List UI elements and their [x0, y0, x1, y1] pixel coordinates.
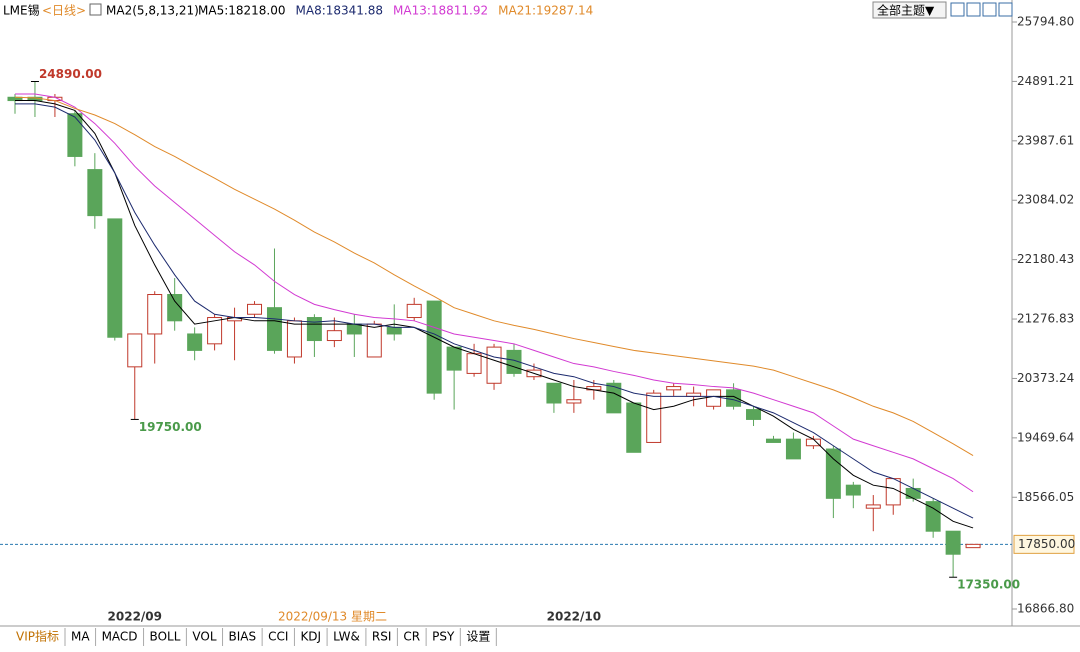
indicator-tab[interactable]: CCI [268, 630, 288, 644]
candle-body [426, 300, 442, 394]
ma-line [14, 96, 974, 457]
y-tick-label: 24891.21 [1017, 74, 1074, 88]
candle-body [406, 303, 422, 319]
y-tick-label: 19469.64 [1017, 430, 1074, 444]
candle-body [247, 303, 263, 315]
indicator-tab[interactable]: VIP指标 [16, 629, 59, 644]
y-tick-label: 21276.83 [1017, 312, 1074, 326]
y-tick-label: 22180.43 [1017, 252, 1074, 266]
indicator-tab[interactable]: BIAS [229, 630, 257, 644]
candle-body [765, 438, 781, 443]
indicator-tab[interactable]: MA [71, 630, 90, 644]
legend-entry: MA5:18218.00 [198, 4, 286, 18]
candle-body [746, 409, 762, 420]
candle-body [606, 382, 622, 414]
ma-icon[interactable] [89, 3, 102, 16]
extreme-label: 19750.00 [139, 420, 202, 434]
extreme-label: 17350.00 [957, 578, 1020, 592]
candle-body [825, 448, 841, 499]
indicator-tab[interactable]: LW& [333, 630, 360, 644]
candle-body [965, 543, 981, 549]
candle-body [147, 294, 163, 335]
candle-body [626, 402, 642, 453]
candle-body [845, 484, 861, 496]
candle-body [785, 438, 801, 460]
candle-body [366, 323, 382, 358]
candle-body [107, 218, 123, 338]
candle-body [726, 389, 742, 407]
indicator-tab[interactable]: PSY [432, 630, 455, 644]
candle-body [466, 353, 482, 374]
last-price-box [1013, 534, 1075, 554]
x-tick-label: 2022/09 [108, 610, 162, 624]
indicator-tab[interactable]: 设置 [466, 630, 490, 644]
indicator-tab[interactable]: RSI [372, 630, 392, 644]
indicator-tab[interactable]: CR [403, 630, 420, 644]
y-tick-label: 23084.02 [1017, 193, 1074, 207]
candle-body [386, 326, 402, 335]
icon[interactable] [982, 2, 997, 17]
icon[interactable] [966, 2, 981, 17]
indicator-tab[interactable]: KDJ [300, 630, 321, 644]
candle-body [446, 346, 462, 371]
legend-entry: MA13:18811.92 [393, 4, 488, 18]
theme-button[interactable] [872, 1, 947, 19]
candle-body [306, 317, 322, 342]
candle-body [905, 487, 921, 499]
period: <日线> [42, 4, 86, 18]
candle-body [885, 478, 901, 506]
candle-body [326, 330, 342, 342]
legend-entry: MA21:19287.14 [498, 4, 593, 18]
x-tick-label: 2022/10 [547, 610, 601, 624]
candle-body [67, 113, 83, 157]
toolbar-icons [950, 2, 1013, 17]
y-tick-label: 20373.24 [1017, 371, 1074, 385]
y-tick-label: 18566.05 [1017, 490, 1074, 504]
candle-body [706, 389, 722, 407]
candle-body [546, 382, 562, 404]
candle-body [207, 317, 223, 345]
indicator-tab[interactable]: MACD [102, 630, 138, 644]
candle-body [187, 333, 203, 351]
candle-body [945, 530, 961, 555]
candle-body [666, 386, 682, 391]
ma-line [15, 100, 974, 529]
candle-body [646, 392, 662, 443]
candle-body [805, 438, 821, 447]
title: LME锡 [3, 3, 40, 18]
indicator: MA2(5,8,13,21) [106, 4, 199, 18]
last-price-label: 17850.00 [1018, 537, 1075, 551]
candle-body [925, 501, 941, 532]
crosshair-date: 2022/09/13 星期二 [278, 610, 387, 624]
candle-body [127, 333, 143, 368]
candle-body [167, 294, 183, 322]
indicator-tab[interactable]: BOLL [150, 630, 181, 644]
candle-body [566, 399, 582, 404]
icon[interactable] [950, 2, 965, 17]
icon[interactable] [998, 2, 1013, 17]
indicator-tab[interactable]: VOL [192, 630, 216, 644]
y-tick-label: 25794.80 [1017, 15, 1074, 29]
legend-entry: MA8:18341.88 [296, 4, 384, 18]
ma-line [15, 93, 974, 493]
theme-button-label[interactable]: 全部主题▼ [877, 3, 935, 18]
candle-body [286, 320, 302, 358]
candle-body [486, 346, 502, 384]
y-tick-label: 16866.80 [1017, 602, 1074, 616]
candle-body [865, 504, 881, 509]
candle-body [87, 169, 103, 217]
y-tick-label: 23987.61 [1017, 133, 1074, 147]
candle-body [346, 323, 362, 335]
ma-line [15, 103, 974, 519]
extreme-label: 24890.00 [39, 67, 102, 81]
candle-body [266, 307, 282, 351]
